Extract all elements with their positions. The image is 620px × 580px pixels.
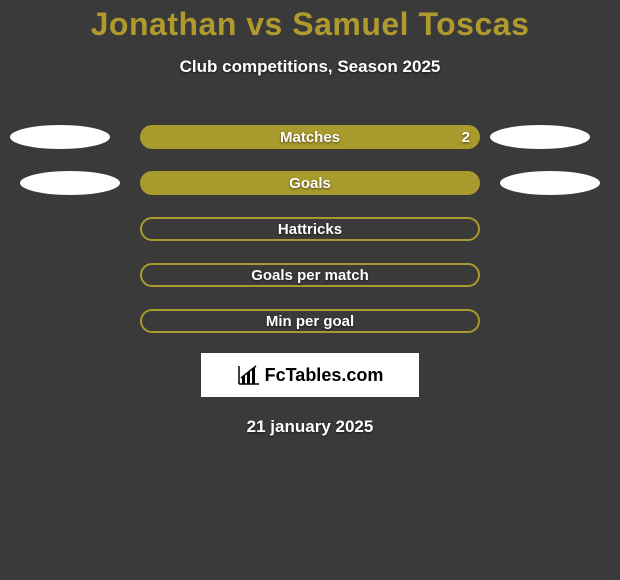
left-ellipse: [10, 125, 110, 149]
stat-row: Matches2: [0, 125, 620, 149]
date-text: 21 january 2025: [0, 417, 620, 437]
stat-value-right: 2: [462, 129, 470, 146]
stat-row: Min per goal: [0, 309, 620, 333]
stat-row: Goals: [0, 171, 620, 195]
stats-container: Matches2 Goals Hattricks Goals per match Min…: [0, 125, 620, 333]
stat-label: Hattricks: [142, 221, 478, 238]
stat-bar: Hattricks: [140, 217, 480, 241]
stat-row: Goals per match: [0, 263, 620, 287]
stat-bar: Goals per match: [140, 263, 480, 287]
stat-label: Goals: [140, 175, 480, 192]
right-ellipse: [500, 171, 600, 195]
stat-bar: Matches2: [140, 125, 480, 149]
stat-label: Matches: [140, 129, 480, 146]
left-ellipse: [20, 171, 120, 195]
comparison-infographic: Jonathan vs Samuel Toscas Club competiti…: [0, 0, 620, 580]
stat-row: Hattricks: [0, 217, 620, 241]
bar-chart-icon: [237, 364, 261, 386]
subtitle: Club competitions, Season 2025: [0, 57, 620, 77]
logo-text: FcTables.com: [265, 365, 384, 386]
logo-box: FcTables.com: [201, 353, 419, 397]
stat-label: Min per goal: [142, 313, 478, 330]
stat-label: Goals per match: [142, 267, 478, 284]
right-ellipse: [490, 125, 590, 149]
stat-bar: Min per goal: [140, 309, 480, 333]
page-title: Jonathan vs Samuel Toscas: [0, 0, 620, 43]
stat-bar: Goals: [140, 171, 480, 195]
